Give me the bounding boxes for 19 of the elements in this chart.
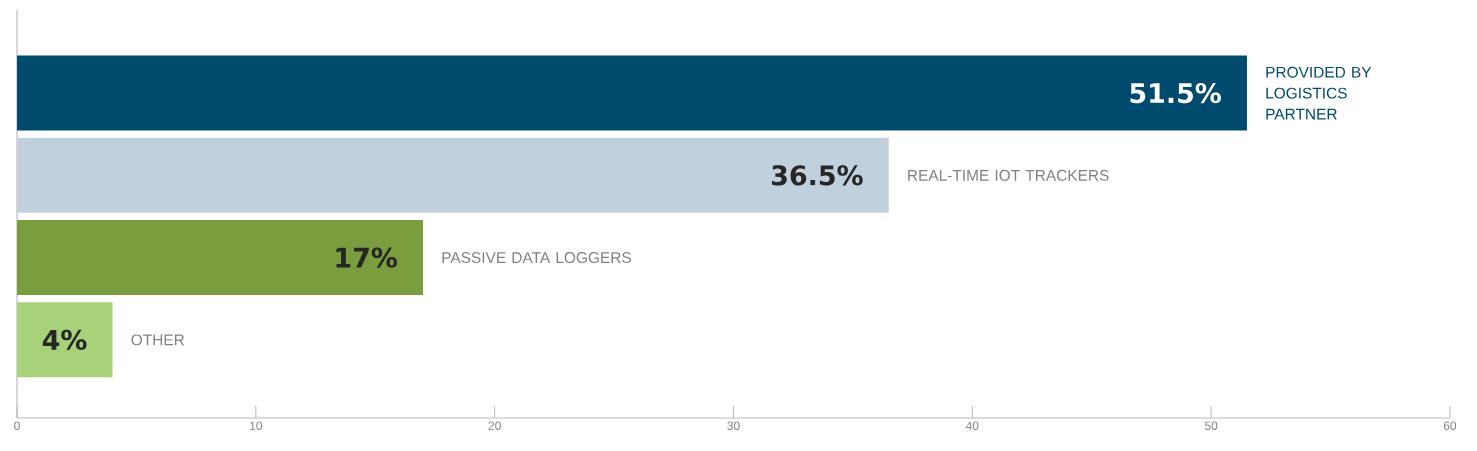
y-tick-label: OTHER [131,334,185,346]
x-tick-label: 0 [14,421,20,430]
x-tick-label: 40 [965,421,979,430]
x-tick-label: 30 [727,421,740,430]
bar [17,137,889,213]
bar [17,220,424,296]
bar [17,55,1247,131]
x-tick-label: 10 [250,421,263,430]
bar [17,302,113,378]
data-label: 36.5% [771,165,863,186]
data-label: 51.5% [1130,82,1221,104]
y-tick-label: PROVIDED BY LOGISTICS PARTNER [1266,66,1372,120]
y-tick-label: PASSIVE DATA LOGGERS [442,252,631,264]
x-tick-label: 50 [1204,421,1218,430]
y-tick-label: REAL-TIME IOT TRACKERS [908,169,1109,181]
x-tick-label: 60 [1443,421,1457,430]
data-label: 17% [336,247,397,268]
data-label: 4% [42,329,87,351]
x-tick-label: 20 [488,421,501,430]
